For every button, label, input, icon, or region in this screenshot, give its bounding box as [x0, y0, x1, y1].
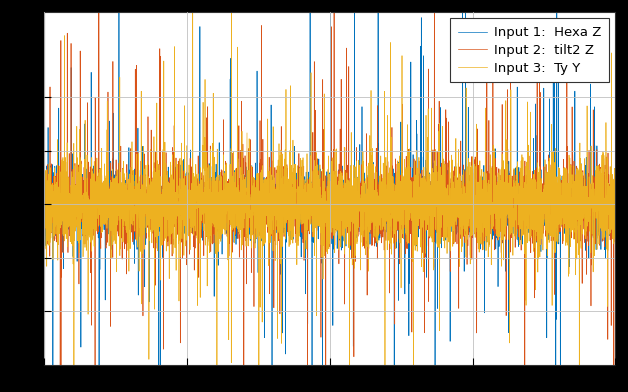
Input 1:  Hexa Z: (0.6, 0.0362): Hexa Z: (0.6, 0.0362)	[383, 198, 391, 203]
Line: Input 1:  Hexa Z: Input 1: Hexa Z	[44, 0, 615, 392]
Legend: Input 1:  Hexa Z, Input 2:  tilt2 Z, Input 3:  Ty Y: Input 1: Hexa Z, Input 2: tilt2 Z, Input…	[450, 18, 609, 82]
Input 1:  Hexa Z: (1, 0.105): Hexa Z: (1, 0.105)	[612, 191, 619, 195]
Line: Input 3:  Ty Y: Input 3: Ty Y	[44, 0, 615, 392]
Input 2:  tilt2 Z: (1, 0.0323): tilt2 Z: (1, 0.0323)	[612, 198, 619, 203]
Input 3:  Ty Y: (0.747, 0.0125): Ty Y: (0.747, 0.0125)	[467, 200, 474, 205]
Input 3:  Ty Y: (0.182, -0.198): Ty Y: (0.182, -0.198)	[144, 223, 151, 228]
Line: Input 2:  tilt2 Z: Input 2: tilt2 Z	[44, 0, 615, 392]
Input 2:  tilt2 Z: (0.182, -0.217): tilt2 Z: (0.182, -0.217)	[144, 225, 151, 230]
Input 3:  Ty Y: (0, -0.253): Ty Y: (0, -0.253)	[40, 229, 48, 234]
Input 1:  Hexa Z: (0.382, 0.33): Hexa Z: (0.382, 0.33)	[259, 167, 266, 171]
Input 2:  tilt2 Z: (0.823, 0.0705): tilt2 Z: (0.823, 0.0705)	[511, 194, 518, 199]
Input 3:  Ty Y: (0.823, 0.335): Ty Y: (0.823, 0.335)	[511, 166, 518, 171]
Input 2:  tilt2 Z: (0.382, -0.0372): tilt2 Z: (0.382, -0.0372)	[259, 206, 266, 211]
Input 3:  Ty Y: (0.382, 0.212): Ty Y: (0.382, 0.212)	[259, 179, 266, 184]
Input 3:  Ty Y: (0.6, 0.113): Ty Y: (0.6, 0.113)	[383, 190, 391, 194]
Input 1:  Hexa Z: (0.182, 0.0512): Hexa Z: (0.182, 0.0512)	[144, 196, 151, 201]
Input 2:  tilt2 Z: (0.747, -0.29): tilt2 Z: (0.747, -0.29)	[467, 233, 474, 238]
Input 1:  Hexa Z: (0, 0.2): Hexa Z: (0, 0.2)	[40, 180, 48, 185]
Input 2:  tilt2 Z: (0.651, 0.406): tilt2 Z: (0.651, 0.406)	[412, 158, 420, 163]
Input 2:  tilt2 Z: (0.6, 0.00486): tilt2 Z: (0.6, 0.00486)	[383, 201, 391, 206]
Input 3:  Ty Y: (1, 0.115): Ty Y: (1, 0.115)	[612, 190, 619, 194]
Input 3:  Ty Y: (0.651, 0.0278): Ty Y: (0.651, 0.0278)	[412, 199, 420, 203]
Input 1:  Hexa Z: (0.747, -0.226): Hexa Z: (0.747, -0.226)	[467, 226, 474, 230]
Input 1:  Hexa Z: (0.651, -0.0536): Hexa Z: (0.651, -0.0536)	[412, 208, 420, 212]
Input 1:  Hexa Z: (0.823, -0.112): Hexa Z: (0.823, -0.112)	[511, 214, 518, 219]
Input 2:  tilt2 Z: (0, 0.159): tilt2 Z: (0, 0.159)	[40, 185, 48, 190]
